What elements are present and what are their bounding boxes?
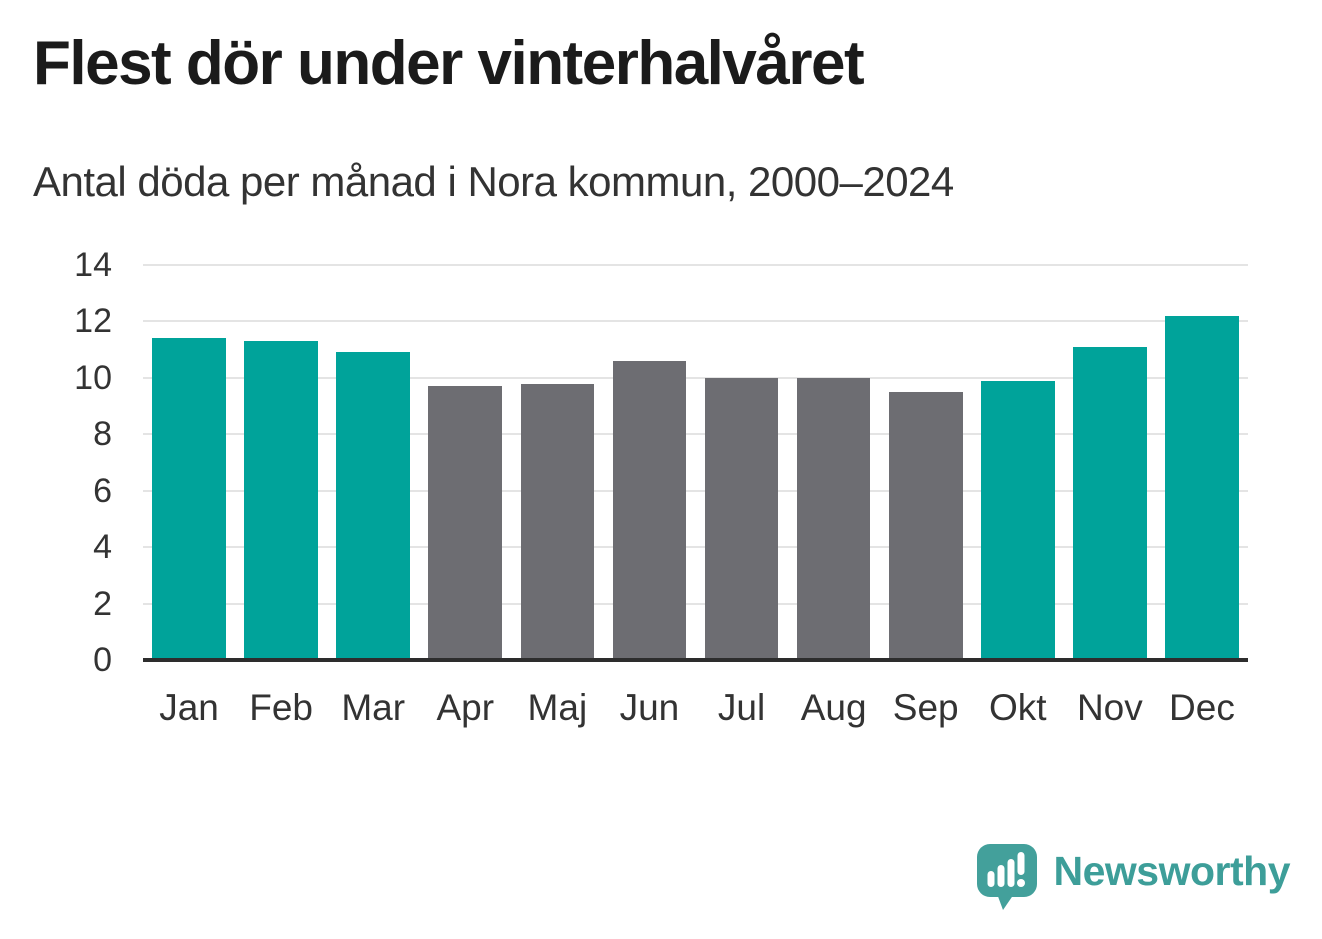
y-tick-label-4: 4 bbox=[93, 528, 112, 567]
x-axis-labels: Jan Feb Mar Apr Maj Jun Jul Aug Sep Okt Nov Dec bbox=[143, 684, 1248, 736]
bar-dec bbox=[1165, 315, 1239, 660]
bar-nov bbox=[1073, 346, 1147, 660]
bar-maj bbox=[520, 383, 595, 660]
y-tick-label-6: 6 bbox=[93, 471, 112, 510]
bar-mar bbox=[336, 352, 411, 660]
logo-bubble-tail bbox=[995, 891, 1016, 910]
bar-jun bbox=[612, 360, 687, 660]
x-tick-label-maj: Maj bbox=[527, 687, 588, 728]
gridline-6 bbox=[143, 489, 1248, 492]
y-tick-label-0: 0 bbox=[93, 641, 112, 679]
x-axis-line bbox=[143, 658, 1248, 662]
bar-jan bbox=[152, 338, 226, 660]
logo-bar-short bbox=[987, 871, 994, 887]
y-tick-label-10: 10 bbox=[74, 358, 112, 397]
x-tick-label-feb: Feb bbox=[249, 687, 313, 728]
logo-bar-tall bbox=[1007, 859, 1014, 887]
y-tick-label-8: 8 bbox=[93, 415, 112, 454]
y-axis-labels: 0 2 4 6 8 10 12 14 bbox=[0, 248, 128, 677]
chart-subtitle: Antal döda per månad i Nora kommun, 2000… bbox=[33, 158, 954, 205]
brand-name: Newsworthy bbox=[1053, 847, 1291, 894]
gridline-12 bbox=[143, 320, 1248, 323]
x-tick-label-nov: Nov bbox=[1076, 687, 1143, 728]
bar-apr bbox=[428, 386, 503, 660]
x-tick-label-mar: Mar bbox=[341, 687, 406, 728]
x-tick-label-jan: Jan bbox=[159, 687, 219, 728]
newsworthy-logo: Newsworthy bbox=[976, 843, 1291, 913]
bar-okt bbox=[980, 380, 1055, 660]
logo-bubble bbox=[976, 844, 1037, 897]
logo-bar-medium bbox=[997, 865, 1004, 887]
bar-feb bbox=[244, 341, 318, 660]
gridline-14 bbox=[143, 264, 1248, 266]
x-tick-label-aug: Aug bbox=[800, 687, 867, 728]
bar-sep bbox=[888, 391, 963, 660]
bar-aug bbox=[796, 377, 871, 660]
logo-exclamation-bar bbox=[1017, 852, 1024, 875]
gridline-4 bbox=[143, 546, 1248, 549]
x-tick-label-dec: Dec bbox=[1169, 687, 1235, 728]
y-tick-label-2: 2 bbox=[93, 584, 112, 623]
logo-exclamation-dot bbox=[1016, 879, 1025, 887]
chart-title: Flest dör under vinterhalvåret bbox=[33, 29, 865, 98]
x-tick-label-apr: Apr bbox=[436, 687, 495, 728]
x-tick-label-sep: Sep bbox=[892, 687, 959, 728]
y-tick-label-14: 14 bbox=[74, 246, 112, 284]
gridline-2 bbox=[143, 602, 1248, 605]
x-tick-label-jul: Jul bbox=[717, 687, 766, 728]
gridline-8 bbox=[143, 433, 1248, 436]
bar-jul bbox=[704, 377, 779, 660]
plot-area bbox=[143, 264, 1248, 662]
x-tick-label-okt: Okt bbox=[989, 687, 1047, 728]
x-tick-label-jun: Jun bbox=[619, 687, 680, 728]
gridline-10 bbox=[143, 376, 1248, 379]
newsworthy-logo-icon bbox=[976, 844, 1037, 910]
y-tick-label-12: 12 bbox=[74, 302, 112, 341]
